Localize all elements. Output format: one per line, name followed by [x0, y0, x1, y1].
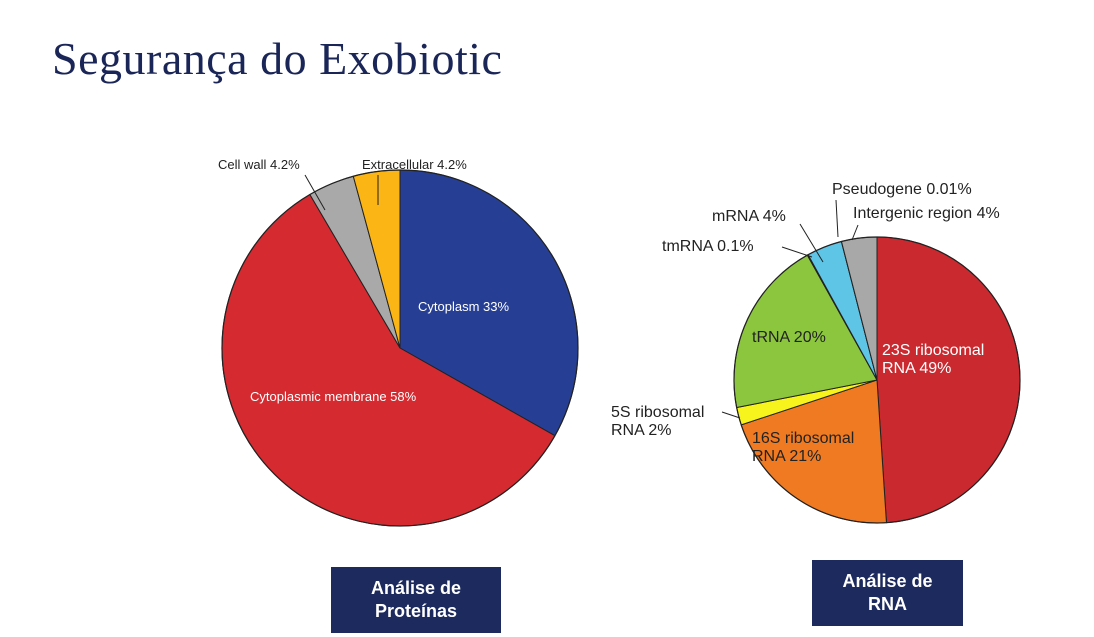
slice-value: 20%: [793, 329, 826, 346]
slice-value: 0.1%: [717, 238, 754, 255]
slice-category: Pseudogene: [832, 181, 922, 198]
leader-line: [781, 246, 813, 258]
slice-value: 21%: [789, 448, 822, 466]
slice-label: Cytoplasmic membrane 58%: [250, 389, 480, 405]
slice-label: Cytoplasm 33%: [418, 299, 558, 315]
caption: Análise de Proteínas: [370, 577, 462, 621]
slice-category: Cytoplasmic membrane: [250, 389, 387, 404]
leader-line: [304, 174, 326, 211]
leader-line: [851, 224, 859, 241]
slice-value: 4%: [762, 208, 786, 225]
slice-label: tmRNA 0.1%: [662, 238, 802, 256]
slice-value: 33%: [483, 299, 510, 314]
slice-category: tmRNA: [662, 238, 713, 255]
slice-category: Intergenic region: [853, 205, 973, 222]
slice-category: 5S ribosomal RNA: [611, 404, 705, 440]
slide-title: Segurança do Exobiotic: [52, 33, 503, 84]
caption-box: Análise de Proteínas: [331, 567, 501, 633]
leader-line: [799, 223, 824, 263]
slice-label: 5S ribosomal RNA 2%: [611, 404, 731, 441]
slice-label: 16S ribosomal RNA 21%: [752, 430, 882, 467]
pie-outline: [221, 169, 579, 527]
caption: Análise de RNA: [842, 570, 933, 614]
slice-value: 58%: [390, 389, 417, 404]
slice-category: Extracellular: [362, 157, 434, 172]
slice-category: 23S ribosomal RNA: [882, 342, 985, 378]
slice-label: Cell wall 4.2%: [218, 157, 348, 173]
slice-value: 49%: [919, 360, 952, 378]
slice-category: Cytoplasm: [418, 299, 480, 314]
slice-label: tRNA 20%: [752, 329, 872, 347]
slice-category: 16S ribosomal RNA: [752, 430, 855, 466]
slice-label: mRNA 4%: [712, 208, 822, 226]
slice-label: Pseudogene 0.01%: [832, 181, 1022, 199]
slice-category: Cell wall: [218, 157, 267, 172]
pie-slice: [876, 236, 1021, 524]
slice-label: Extracellular 4.2%: [362, 157, 522, 173]
slice-label: 23S ribosomal RNA 49%: [882, 342, 1017, 379]
pie-outline: [733, 236, 1021, 524]
slice-value: 4%: [976, 205, 1000, 222]
slice-value: 4.2%: [270, 157, 300, 172]
slice-value: 2%: [648, 422, 672, 440]
slice-category: tRNA: [752, 329, 790, 346]
slice-value: 4.2%: [437, 157, 467, 172]
leader-line: [721, 411, 741, 419]
slice-value: 0.01%: [926, 181, 972, 198]
leader-line: [835, 199, 839, 238]
caption-box: Análise de RNA: [812, 560, 963, 626]
slice-label: Intergenic region 4%: [853, 205, 1053, 223]
slice-category: mRNA: [712, 208, 759, 225]
